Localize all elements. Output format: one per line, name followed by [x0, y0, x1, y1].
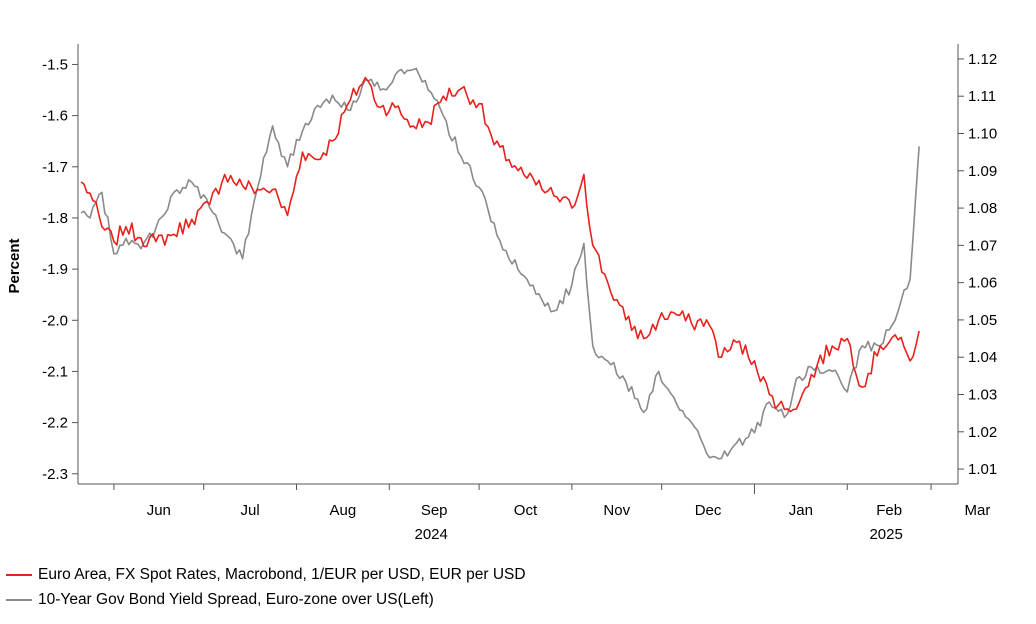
x-month-label: Jan	[789, 502, 813, 519]
right-tick-label: 1.04	[968, 349, 997, 366]
left-tick-label: -1.9	[42, 261, 68, 278]
right-tick-label: 1.07	[968, 237, 997, 254]
x-month-label: Dec	[695, 502, 722, 519]
chart-legend: Euro Area, FX Spot Rates, Macrobond, 1/E…	[6, 562, 526, 612]
x-month-label: Jul	[241, 502, 260, 519]
legend-label-fx: Euro Area, FX Spot Rates, Macrobond, 1/E…	[38, 566, 526, 583]
x-axis-ticks: Jun Jul Aug Sep Oct Nov Dec Jan Feb Mar 2024 2025	[113, 484, 991, 543]
line-chart: -1.5 -1.6 -1.7 -1.8 -1.9 -2.0 -2.1 -2.2 -2.3 1.1…	[6, 44, 997, 543]
legend-swatch-red	[6, 573, 32, 576]
left-tick-label: -1.8	[42, 210, 68, 227]
x-month-label: Mar	[965, 502, 991, 519]
x-month-label: Jun	[147, 502, 171, 519]
right-tick-label: 1.10	[968, 125, 997, 142]
right-tick-label: 1.02	[968, 424, 997, 441]
right-tick-label: 1.05	[968, 312, 997, 329]
x-month-label: Nov	[603, 502, 630, 519]
right-tick-label: 1.12	[968, 51, 997, 68]
left-axis-title: Percent	[6, 238, 23, 293]
chart-axes	[77, 44, 959, 485]
left-tick-label: -2.2	[42, 415, 68, 432]
x-year-label: 2025	[869, 526, 902, 543]
series-layer	[80, 67, 920, 460]
right-tick-label: 1.11	[968, 88, 996, 105]
series-line-yield-spread	[80, 67, 920, 460]
left-tick-label: -2.0	[42, 312, 68, 329]
series-line-fx-spot	[80, 76, 920, 413]
x-month-label: Feb	[876, 502, 902, 519]
right-axis-ticks: 1.12 1.11 1.10 1.09 1.08 1.07 1.06 1.05 1.04 1.03…	[958, 51, 997, 478]
left-tick-label: -2.1	[42, 363, 68, 380]
left-axis-ticks: -1.5 -1.6 -1.7 -1.8 -1.9 -2.0 -2.1 -2.2 -2.3	[42, 56, 78, 483]
legend-item-spread: 10-Year Gov Bond Yield Spread, Euro-zone…	[6, 587, 526, 612]
right-tick-label: 1.03	[968, 387, 997, 404]
legend-item-fx: Euro Area, FX Spot Rates, Macrobond, 1/E…	[6, 562, 526, 587]
right-tick-label: 1.06	[968, 275, 997, 292]
right-tick-label: 1.01	[968, 461, 997, 478]
right-tick-label: 1.08	[968, 200, 997, 217]
left-tick-label: -1.5	[42, 56, 68, 73]
x-month-label: Sep	[421, 502, 448, 519]
legend-label-spread: 10-Year Gov Bond Yield Spread, Euro-zone…	[38, 591, 434, 608]
left-tick-label: -2.3	[42, 466, 68, 483]
x-month-label: Oct	[514, 502, 538, 519]
right-tick-label: 1.09	[968, 163, 997, 180]
left-tick-label: -1.6	[42, 108, 68, 125]
x-year-label: 2024	[415, 526, 448, 543]
x-month-label: Aug	[330, 502, 357, 519]
legend-swatch-gray	[6, 598, 32, 601]
left-tick-label: -1.7	[42, 159, 68, 176]
